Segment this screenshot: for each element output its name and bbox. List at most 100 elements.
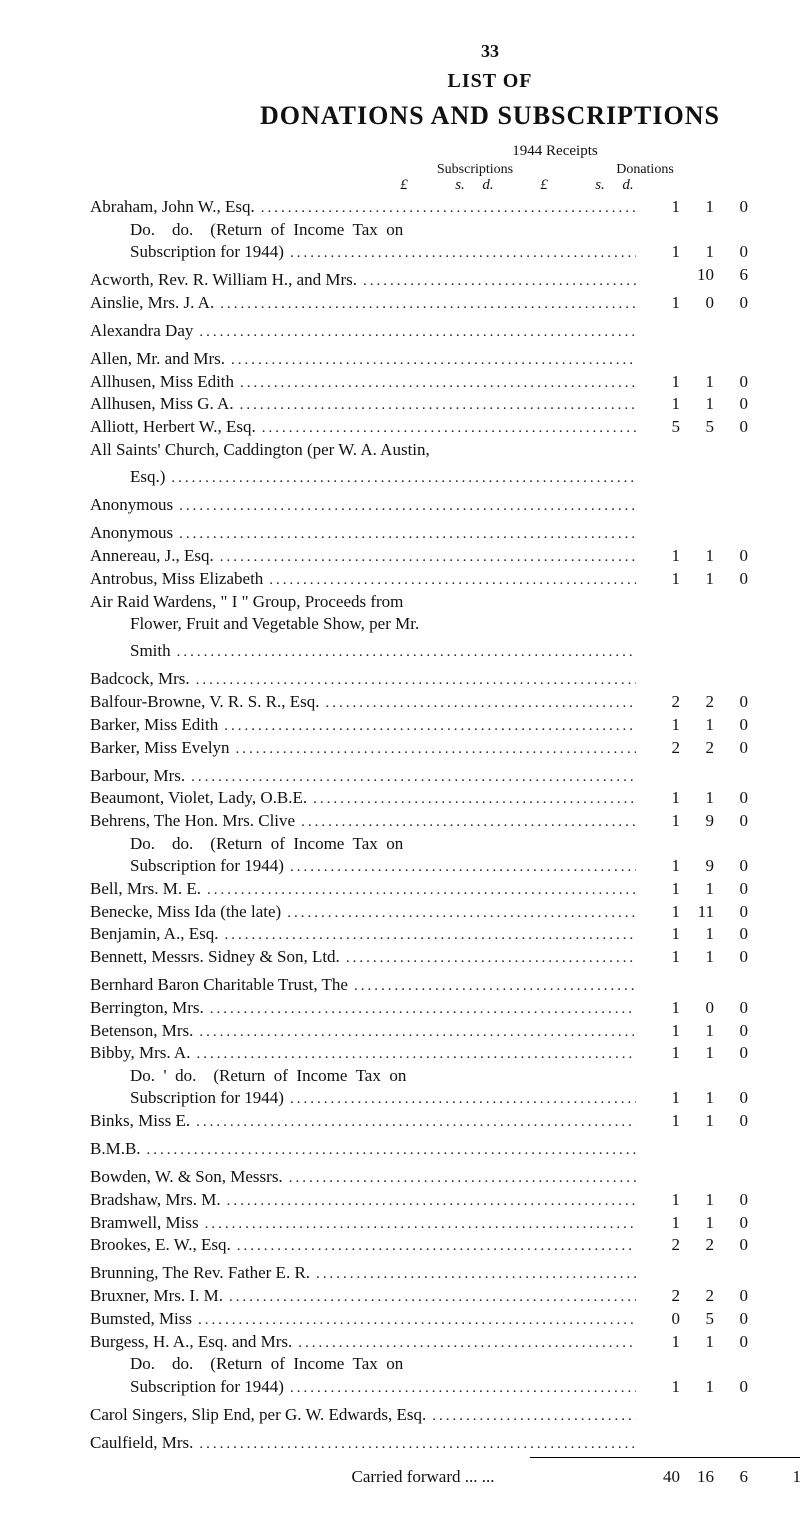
entry-amounts: 190 xyxy=(636,855,800,876)
entry-row: Balfour-Browne, V. R. S. R., Esq.220 xyxy=(90,691,800,713)
don-pounds xyxy=(774,946,800,967)
totals-rule xyxy=(90,1457,800,1458)
cf-sub-l: 40 xyxy=(636,1466,684,1487)
unit-pence-2: d. xyxy=(614,176,642,195)
entry-row: Bell, Mrs. M. E.110 xyxy=(90,878,800,900)
col-gap xyxy=(752,1426,774,1447)
leader-dots xyxy=(307,790,636,809)
entry-row: Bibby, Mrs. A.110 xyxy=(90,1042,800,1064)
entry-amounts: 110 xyxy=(636,545,800,566)
sub-pounds: 1 xyxy=(636,810,684,831)
entry-row: Alexandra Day7000 xyxy=(90,315,800,342)
entry-label: Subscription for 1944) xyxy=(90,855,284,876)
col-gap xyxy=(752,663,774,684)
entry-row: Benjamin, A., Esq.110 xyxy=(90,923,800,945)
entry-amounts: 110 xyxy=(636,1376,800,1397)
entry-label: Alliott, Herbert W., Esq. xyxy=(90,416,256,437)
entry-row: Do. do. (Return of Income Tax on xyxy=(90,219,800,240)
sub-pence xyxy=(718,1161,752,1182)
entry-amounts: 110 xyxy=(636,196,800,217)
sub-pence: 0 xyxy=(718,1376,752,1397)
entry-amounts: 110 xyxy=(636,1020,800,1041)
don-pounds: 2 xyxy=(774,759,800,780)
sub-shillings: 2 xyxy=(684,1234,718,1255)
entry-label: Brookes, E. W., Esq. xyxy=(90,1234,231,1255)
sub-shillings: 1 xyxy=(684,878,718,899)
sub-shillings: 11 xyxy=(684,901,718,922)
entry-label: Do. do. (Return of Income Tax on xyxy=(90,1353,403,1374)
entry-amounts: 100 xyxy=(636,997,800,1018)
entry-label: Flower, Fruit and Vegetable Show, per Mr… xyxy=(90,613,419,634)
sub-pence: 0 xyxy=(718,241,752,262)
entry-row: Barker, Miss Evelyn220 xyxy=(90,737,800,759)
don-pounds: 1 xyxy=(774,489,800,510)
sub-shillings xyxy=(684,1161,718,1182)
sub-pence: 0 xyxy=(718,416,752,437)
entry-row: Do. do. (Return of Income Tax on xyxy=(90,1353,800,1374)
entry-row: Berrington, Mrs.100 xyxy=(90,997,800,1019)
col-gap xyxy=(752,946,774,967)
sub-shillings: 2 xyxy=(684,691,718,712)
col-gap xyxy=(752,264,774,285)
entry-amounts: 050 xyxy=(636,1308,800,1329)
unit-row: £ s. d. £ s. d. xyxy=(390,176,730,195)
sub-pence xyxy=(718,1426,752,1447)
cf-sub-d: 6 xyxy=(718,1466,752,1487)
entry-label: Bibby, Mrs. A. xyxy=(90,1042,190,1063)
entry-amounts: 220 xyxy=(636,1285,800,1306)
entry-amounts: 100 xyxy=(636,1133,800,1154)
sub-pence xyxy=(718,759,752,780)
leader-dots xyxy=(348,977,636,996)
entry-amounts: 2114 xyxy=(636,759,800,780)
entry-amounts: 220 xyxy=(636,1234,800,1255)
entry-row: Do. ' do. (Return of Income Tax on xyxy=(90,1065,800,1086)
col-gap xyxy=(752,416,774,437)
entry-label: Do. do. (Return of Income Tax on xyxy=(90,219,403,240)
entry-amounts: 110 xyxy=(636,393,800,414)
sub-pence xyxy=(718,461,752,482)
entry-row: Allhusen, Miss G. A.110 xyxy=(90,393,800,415)
entry-amounts: 300 xyxy=(636,343,800,364)
don-pounds: 1 xyxy=(774,1133,800,1154)
sub-pence xyxy=(718,1398,752,1419)
entry-amounts: 110 xyxy=(636,1212,800,1233)
col-gap xyxy=(752,1087,774,1108)
leader-dots xyxy=(173,525,636,544)
leader-dots xyxy=(319,694,636,713)
leader-dots xyxy=(141,1141,636,1160)
sub-shillings: 1 xyxy=(684,787,718,808)
sub-pence: 0 xyxy=(718,1020,752,1041)
entry-amounts: 110 xyxy=(636,946,800,967)
sub-pounds: 1 xyxy=(636,901,684,922)
col-gap xyxy=(752,1257,774,1278)
sub-shillings: 1 xyxy=(684,241,718,262)
entry-row: Anonymous100 xyxy=(90,489,800,516)
sub-shillings xyxy=(684,1133,718,1154)
entry-row: B.M.B.100 xyxy=(90,1133,800,1160)
leader-dots xyxy=(199,1215,636,1234)
sub-pounds: 5 xyxy=(636,416,684,437)
col-gap xyxy=(752,196,774,217)
leader-dots xyxy=(284,244,636,263)
col-gap xyxy=(752,393,774,414)
sub-pence: 0 xyxy=(718,1308,752,1329)
sub-pounds xyxy=(636,343,684,364)
entry-label: Barker, Miss Evelyn xyxy=(90,737,230,758)
col-gap xyxy=(752,1212,774,1233)
sub-shillings: 1 xyxy=(684,1020,718,1041)
entry-row: Burgess, H. A., Esq. and Mrs.110110 xyxy=(90,1331,800,1353)
entry-label: Behrens, The Hon. Mrs. Clive xyxy=(90,810,295,831)
heading-list-of: LIST OF xyxy=(90,69,800,94)
entry-label: Smith xyxy=(90,640,171,661)
col-gap xyxy=(752,1234,774,1255)
entry-amounts: 1200 xyxy=(636,635,800,656)
leader-dots xyxy=(185,768,636,787)
don-pounds xyxy=(774,1042,800,1063)
col-gap xyxy=(752,568,774,589)
entry-label: Barker, Miss Edith xyxy=(90,714,218,735)
sub-pence: 0 xyxy=(718,1110,752,1131)
sub-pounds: 1 xyxy=(636,997,684,1018)
leader-dots xyxy=(283,1169,636,1188)
sub-shillings xyxy=(684,517,718,538)
entry-label: Bernhard Baron Charitable Trust, The xyxy=(90,974,348,995)
